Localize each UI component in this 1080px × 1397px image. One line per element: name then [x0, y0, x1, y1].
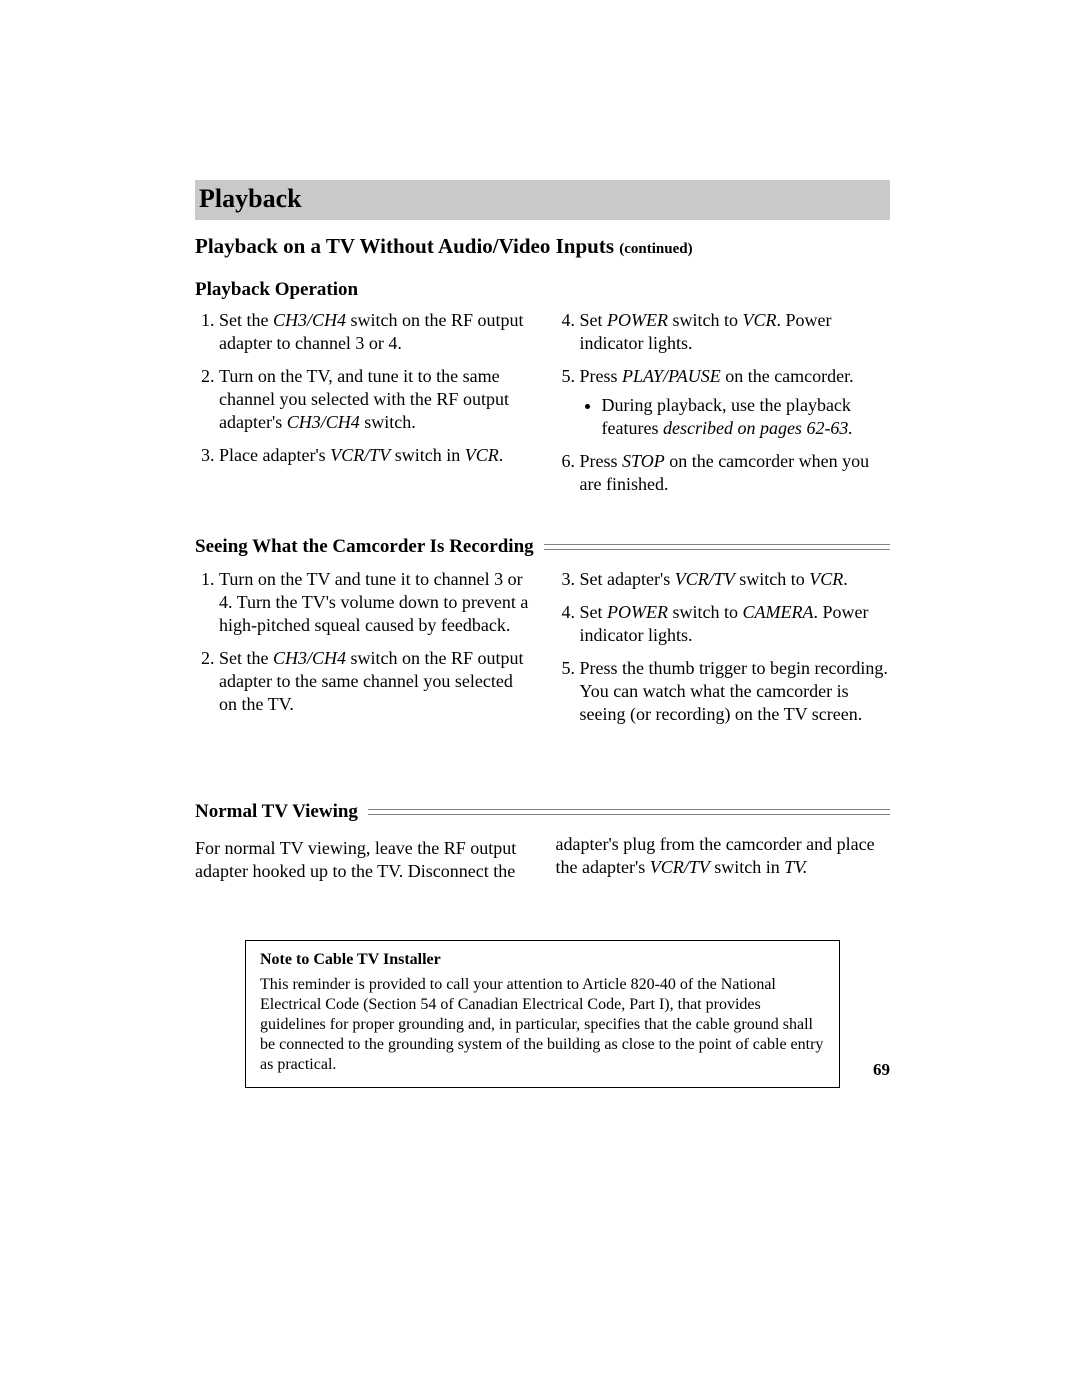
normal-tv-text: For normal TV viewing, leave the RF outp… — [195, 833, 890, 890]
page-subtitle: Playback on a TV Without Audio/Video Inp… — [195, 234, 890, 259]
manual-page: Playback Playback on a TV Without Audio/… — [0, 0, 1080, 1397]
heading-rule — [368, 809, 890, 815]
list-item: Set POWER switch to VCR. Power indicator… — [580, 309, 891, 355]
seeing-list: Turn on the TV and tune it to channel 3 … — [195, 568, 890, 731]
section-heading-seeing: Seeing What the Camcorder Is Recording — [195, 536, 890, 558]
section-heading-playback-operation: Playback Operation — [195, 279, 890, 301]
list-item: Press the thumb trigger to begin recordi… — [580, 657, 891, 726]
note-body: This reminder is provided to call your a… — [260, 975, 825, 1075]
installer-note-box: Note to Cable TV Installer This reminder… — [245, 940, 840, 1088]
list-item: Set the CH3/CH4 switch on the RF output … — [219, 309, 530, 355]
playback-operation-list: Set the CH3/CH4 switch on the RF output … — [195, 309, 890, 496]
list-item: Set adapter's VCR/TV switch to VCR. — [580, 568, 891, 591]
list-item: Turn on the TV and tune it to channel 3 … — [219, 568, 530, 637]
subtitle-continued: (continued) — [619, 241, 692, 257]
list-item: Set POWER switch to CAMERA. Power indica… — [580, 601, 891, 647]
subtitle-main: Playback on a TV Without Audio/Video Inp… — [195, 234, 619, 258]
section-heading-seeing-label: Seeing What the Camcorder Is Recording — [195, 536, 534, 558]
section-heading-normal-tv-label: Normal TV Viewing — [195, 801, 358, 823]
section-band: Playback — [195, 180, 890, 220]
section-heading-normal-tv: Normal TV Viewing — [195, 801, 890, 823]
note-title: Note to Cable TV Installer — [260, 951, 825, 969]
normal-tv-paragraph: For normal TV viewing, leave the RF outp… — [195, 833, 890, 890]
heading-rule — [544, 544, 890, 550]
list-item: Turn on the TV, and tune it to the same … — [219, 365, 530, 434]
page-number: 69 — [873, 1060, 890, 1080]
list-item: Set the CH3/CH4 switch on the RF output … — [219, 647, 530, 716]
list-item: Place adapter's VCR/TV switch in VCR. — [219, 444, 530, 467]
band-title: Playback — [199, 184, 880, 214]
list-item: Press STOP on the camcorder when you are… — [580, 450, 891, 496]
list-item: Press PLAY/PAUSE on the camcorder.During… — [580, 365, 891, 440]
